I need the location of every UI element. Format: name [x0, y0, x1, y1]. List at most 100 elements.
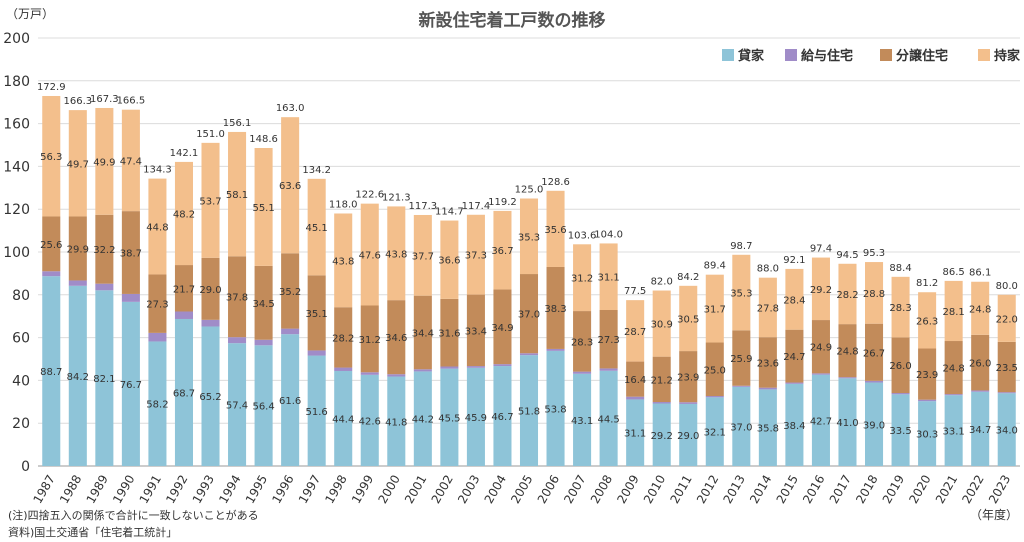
data-label: 47.6: [359, 251, 381, 262]
data-label: 28.7: [624, 327, 646, 338]
bar-segment: [997, 294, 1016, 342]
x-tick-label: 1990: [110, 473, 137, 506]
data-label: 37.0: [518, 310, 540, 321]
bar-segment: [732, 385, 751, 387]
data-label: 51.6: [306, 407, 328, 418]
bar-segment: [811, 373, 830, 375]
data-label: 26.0: [889, 361, 911, 372]
bar-segment: [599, 243, 618, 310]
data-label: 45.9: [465, 413, 487, 424]
data-label: 55.1: [252, 203, 274, 214]
bar-segment: [228, 337, 247, 344]
bar-segment: [838, 377, 857, 379]
y-tick-label: 180: [3, 74, 30, 90]
data-label: 47.4: [120, 156, 142, 167]
data-label: 38.7: [120, 249, 142, 260]
bar-segment: [254, 147, 273, 266]
data-label: 36.6: [438, 256, 460, 267]
bar-segment: [891, 276, 910, 338]
bar-segment: [599, 309, 618, 369]
bar-segment: [387, 300, 406, 375]
y-tick-label: 120: [3, 202, 30, 218]
bar-segment: [466, 367, 485, 466]
data-label: 37.8: [226, 293, 248, 304]
legend-swatch: [722, 49, 734, 61]
x-tick-label: 2012: [694, 473, 721, 506]
total-label: 163.0: [276, 103, 305, 114]
bar-segment: [865, 382, 884, 466]
bar-segment: [440, 368, 459, 466]
x-tick-label: 2013: [721, 473, 748, 506]
data-label: 29.0: [677, 431, 699, 442]
data-label: 21.2: [651, 375, 673, 386]
bar-segment: [758, 337, 777, 388]
data-label: 24.8: [943, 364, 965, 375]
y-tick-label: 0: [21, 459, 30, 475]
y-tick-label: 40: [12, 373, 30, 389]
total-label: 166.5: [117, 96, 146, 107]
x-tick-label: 1994: [216, 473, 243, 506]
bar-segment: [785, 383, 804, 466]
data-label: 37.3: [465, 251, 487, 262]
bar-segment: [918, 401, 937, 466]
bar-segment: [281, 334, 300, 466]
bar-segment: [121, 109, 140, 212]
bar-segment: [626, 361, 645, 397]
bar-segment: [811, 320, 830, 374]
data-label: 27.3: [597, 335, 619, 346]
data-label: 84.2: [67, 372, 89, 383]
data-label: 22.0: [996, 314, 1018, 325]
data-label: 35.3: [730, 289, 752, 300]
bar-segment: [705, 342, 724, 397]
bar-segment: [838, 378, 857, 466]
bar-segment: [519, 353, 539, 356]
data-label: 88.7: [40, 367, 62, 378]
bar-segment: [785, 268, 804, 330]
x-tick-label: 2016: [800, 473, 827, 506]
y-unit-label: （万戸）: [6, 7, 54, 21]
x-tick-label: 2002: [429, 473, 456, 506]
data-label: 42.7: [810, 416, 832, 427]
data-label: 43.8: [332, 256, 354, 267]
bar-segment: [493, 364, 512, 367]
data-label: 25.9: [730, 354, 752, 365]
bar-segment: [838, 263, 857, 325]
bar-segment: [42, 271, 61, 277]
legend-label: 給与住宅: [801, 48, 853, 64]
data-label: 42.6: [359, 416, 381, 427]
data-label: 44.4: [332, 414, 354, 425]
y-tick-label: 200: [3, 31, 30, 47]
x-tick-label: 2017: [827, 473, 854, 506]
data-label: 41.0: [836, 418, 858, 429]
bar-segment: [95, 107, 114, 215]
bar-segment: [758, 277, 777, 338]
data-label: 35.3: [518, 232, 540, 243]
bar-segment: [174, 265, 193, 312]
data-label: 57.4: [226, 401, 248, 412]
data-label: 38.3: [544, 304, 566, 315]
bar-segment: [971, 281, 990, 335]
data-label: 25.0: [704, 365, 726, 376]
x-tick-label: 2003: [455, 473, 482, 506]
x-unit-label: （年度）: [970, 507, 1018, 522]
bar-segment: [918, 292, 937, 349]
data-label: 34.9: [491, 323, 513, 334]
bar-segment: [652, 290, 671, 357]
bar-segment: [387, 206, 406, 301]
x-tick-label: 1989: [84, 473, 111, 506]
bar-segment: [440, 366, 459, 369]
bar-segment: [307, 275, 326, 351]
total-label: 118.0: [329, 199, 358, 210]
data-label: 21.7: [173, 284, 195, 295]
bar-segment: [679, 402, 698, 404]
data-label: 29.2: [810, 285, 832, 296]
x-tick-label: 1995: [243, 473, 270, 506]
data-label: 34.0: [996, 426, 1018, 437]
bar-segment: [307, 350, 326, 356]
bar-segment: [573, 371, 592, 374]
bar-segment: [493, 210, 512, 290]
bar-segment: [573, 373, 592, 466]
data-label: 49.7: [67, 159, 89, 170]
total-label: 172.9: [37, 82, 66, 93]
bar-segment: [201, 319, 220, 327]
